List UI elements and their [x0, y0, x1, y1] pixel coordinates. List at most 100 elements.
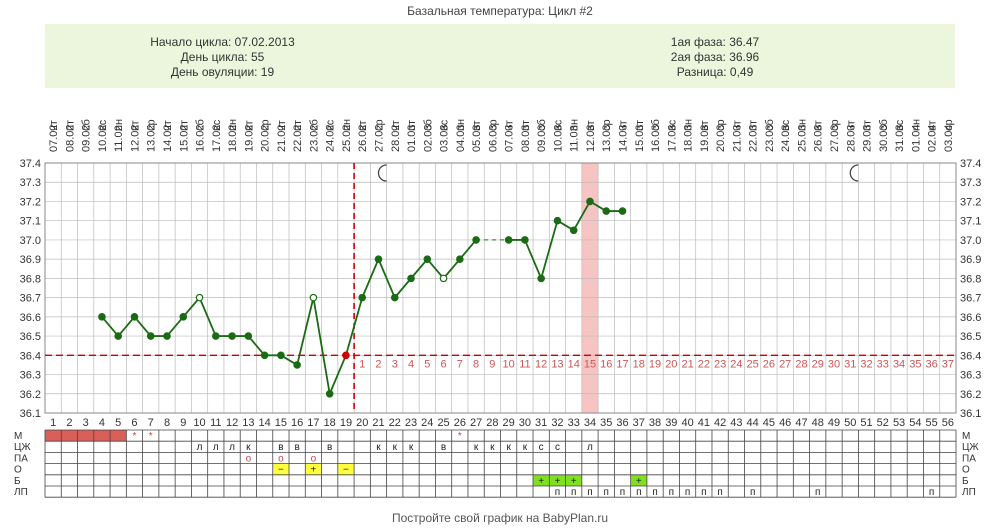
- y-tick-label-left: 37.2: [20, 196, 41, 208]
- x-day-number: 46: [779, 417, 791, 429]
- x-date-label: 02.03: [422, 124, 434, 152]
- phase1-average: 1ая фаза: 36.47: [670, 35, 760, 49]
- symptom-cell-text: к: [490, 442, 495, 453]
- luteal-day-number: 15: [584, 358, 596, 370]
- x-date-label: 09.03: [536, 124, 548, 152]
- temp-segment: [377, 258, 396, 298]
- x-day-number: 48: [812, 417, 824, 429]
- x-day-number: 4: [99, 417, 105, 429]
- luteal-day-number: 11: [519, 358, 530, 370]
- x-day-number: 56: [942, 417, 954, 429]
- x-date-label: 23.02: [308, 124, 320, 152]
- row-label-left: О: [14, 465, 22, 476]
- luteal-day-number: 31: [844, 358, 856, 370]
- luteal-day-number: 37: [942, 358, 954, 370]
- x-date-label: 05.03: [471, 124, 483, 152]
- x-date-label: 14.02: [162, 124, 174, 152]
- x-date-label: 13.03: [601, 124, 613, 152]
- x-weekday-label: сб: [878, 119, 890, 131]
- x-weekday-label: ср: [943, 119, 955, 131]
- footer-link[interactable]: Постройте свой график на BabyPlan.ru: [391, 511, 609, 525]
- x-day-number: 30: [519, 417, 531, 429]
- x-weekday-label: вт: [243, 120, 255, 131]
- x-weekday-label: чт: [845, 120, 857, 131]
- symptom-cell-text: −: [343, 465, 349, 476]
- luteal-day-number: 30: [828, 358, 840, 370]
- symptom-cell-text: к: [506, 442, 511, 453]
- y-tick-label-left: 36.2: [20, 389, 41, 401]
- x-weekday-label: пт: [406, 120, 418, 131]
- x-date-label: 01.04: [910, 124, 922, 152]
- symptom-cell-text: п: [555, 487, 560, 498]
- luteal-day-number: 21: [681, 358, 693, 370]
- row-label-left: ЛП: [14, 487, 28, 498]
- row-label-right: ЛП: [962, 487, 976, 498]
- y-tick-label-left: 36.3: [20, 370, 41, 382]
- x-day-number: 41: [698, 417, 710, 429]
- temp-segment: [410, 258, 428, 279]
- symptom-cell-text: o: [311, 453, 317, 464]
- temp-point: [98, 313, 106, 321]
- row-label-right: М: [962, 431, 970, 442]
- luteal-day-number: 4: [408, 358, 414, 370]
- x-day-number: 12: [226, 417, 238, 429]
- temp-point: [569, 226, 578, 235]
- x-weekday-label: пн: [113, 119, 125, 131]
- x-weekday-label: вт: [585, 120, 597, 131]
- x-weekday-label: чт: [48, 120, 60, 131]
- x-date-label: 23.03: [764, 124, 776, 152]
- y-tick-label-right: 37.0: [960, 235, 981, 247]
- ovulation-day: День овуляции: 19: [170, 65, 275, 79]
- x-date-label: 20.03: [715, 124, 727, 152]
- symptom-cell-fill: [110, 430, 127, 442]
- plot-frame: [44, 162, 957, 414]
- x-day-number: 6: [131, 417, 137, 429]
- x-day-number: 14: [258, 417, 270, 429]
- symptom-cell-text: к: [523, 442, 528, 453]
- x-day-number: 19: [340, 417, 352, 429]
- luteal-day-number: 8: [473, 358, 479, 370]
- luteal-day-number: 3: [392, 358, 398, 370]
- symptom-cell-text: л: [229, 442, 235, 453]
- x-weekday-label: чт: [504, 120, 516, 131]
- symptom-cell-text: п: [750, 487, 755, 498]
- y-tick-label-right: 36.1: [960, 408, 981, 420]
- temp-point: [390, 293, 399, 302]
- x-date-label: 22.03: [748, 124, 760, 152]
- luteal-day-number: 25: [747, 358, 759, 370]
- symptom-cell-text: к: [474, 442, 479, 453]
- x-day-number: 25: [437, 417, 449, 429]
- x-weekday-label: пт: [862, 120, 874, 131]
- x-weekday-label: сб: [650, 119, 662, 131]
- symptom-cell-text: с: [555, 442, 560, 453]
- temp-point: [293, 361, 301, 369]
- temp-point: [146, 332, 155, 340]
- x-weekday-label: пт: [292, 120, 304, 131]
- x-date-label: 27.02: [373, 124, 385, 152]
- x-date-label: 10.02: [97, 124, 109, 152]
- x-weekday-label: вс: [325, 119, 337, 131]
- highlight-column: [581, 163, 599, 413]
- symptom-cell-fill: [565, 474, 582, 486]
- y-tick-label-left: 36.4: [20, 350, 41, 362]
- x-day-number: 39: [665, 417, 677, 429]
- luteal-day-number: 1: [359, 358, 365, 370]
- x-date-label: 03.04: [943, 124, 955, 152]
- x-weekday-label: ср: [146, 119, 158, 131]
- x-date-label: 25.02: [341, 124, 353, 152]
- symptom-cell-text: +: [636, 476, 642, 487]
- x-weekday-label: чт: [618, 120, 630, 131]
- x-date-label: 31.03: [894, 124, 906, 152]
- x-day-number: 8: [164, 417, 170, 429]
- x-date-label: 27.03: [829, 124, 841, 152]
- x-weekday-label: пн: [227, 119, 239, 131]
- x-date-label: 04.03: [455, 124, 467, 152]
- phase-difference: Разница: 0,49: [676, 65, 754, 79]
- temp-point: [325, 389, 334, 398]
- symptom-cell-fill: [77, 430, 94, 442]
- x-day-number: 9: [180, 417, 186, 429]
- temp-point: [228, 332, 236, 340]
- x-day-number: 43: [730, 417, 742, 429]
- x-weekday-label: ср: [260, 119, 272, 131]
- temp-segment: [117, 316, 136, 337]
